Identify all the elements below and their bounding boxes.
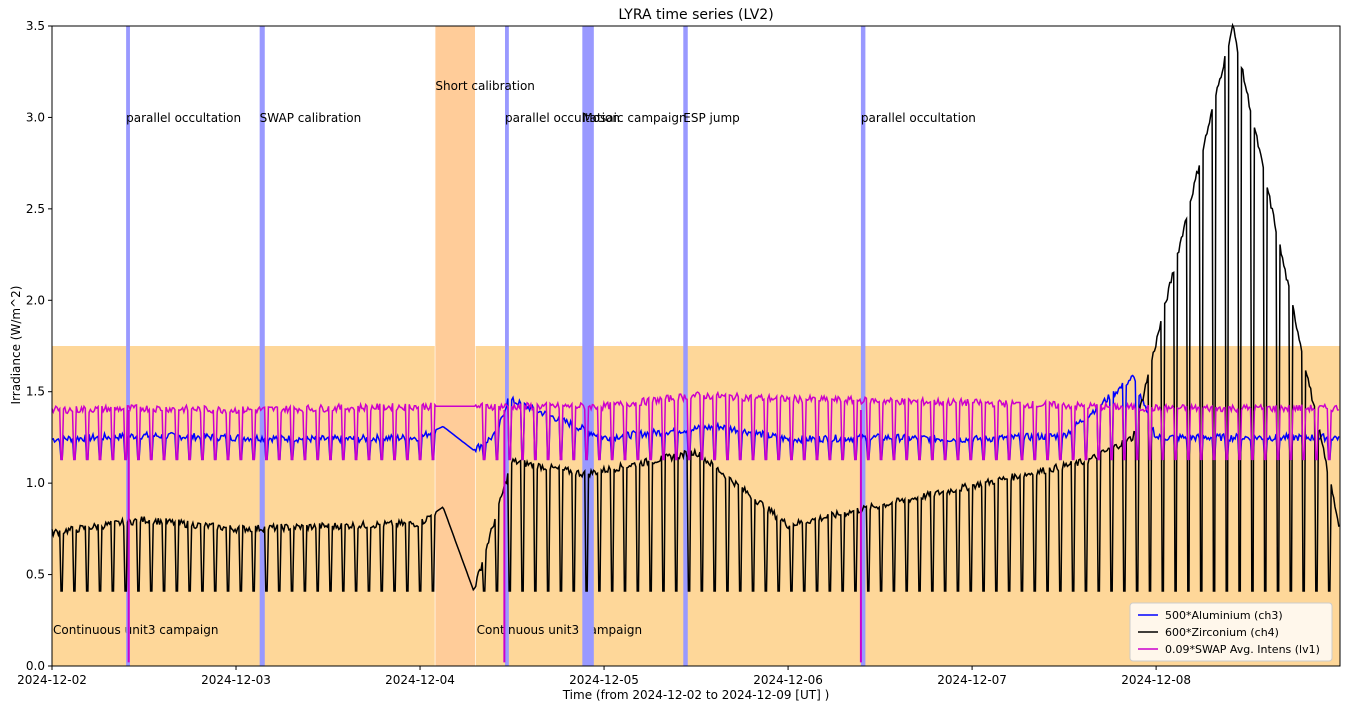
event-band	[582, 26, 594, 666]
legend-label: 500*Aluminium (ch3)	[1165, 609, 1283, 622]
event-label: parallel occultation	[861, 111, 976, 125]
event-labels: parallel occultation SWAP calibration Shor…	[126, 79, 976, 125]
data-series	[51, 22, 1340, 663]
event-label: ESP jump	[683, 111, 740, 125]
event-label: Mosaic campaign	[582, 111, 686, 125]
y-ticks: 0.0 0.5 1.0 1.5 2.0 2.5 3.0 3.5	[26, 19, 52, 673]
y-tick-label: 1.0	[26, 476, 45, 490]
y-tick-label: 3.5	[26, 19, 45, 33]
event-bands	[126, 26, 866, 666]
x-tick-label: 2024-12-06	[753, 673, 823, 687]
plot-frame	[51, 25, 1341, 667]
x-axis-label: Time (from 2024-12-02 to 2024-12-09 [UT]…	[562, 688, 830, 702]
event-label: Short calibration	[435, 79, 535, 93]
campaign-label: Continuous unit3 campaign	[53, 623, 218, 637]
legend-label: 600*Zirconium (ch4)	[1165, 626, 1279, 639]
campaign-region	[52, 346, 435, 666]
series-line	[51, 390, 1339, 461]
legend: 500*Aluminium (ch3) 600*Zirconium (ch4) 0.…	[1129, 602, 1333, 662]
series-line	[51, 22, 1340, 592]
y-axis-label: Irradiance (W/m^2)	[9, 286, 23, 405]
y-tick-label: 0.0	[26, 659, 45, 673]
event-label: SWAP calibration	[260, 111, 362, 125]
campaign-label: Continuous unit3 campaign	[477, 623, 642, 637]
x-ticks: 2024-12-02 2024-12-03 2024-12-04 2024-12-05…	[17, 666, 1191, 687]
x-tick-label: 2024-12-08	[1121, 673, 1191, 687]
event-band	[505, 26, 509, 666]
x-tick-label: 2024-12-03	[201, 673, 271, 687]
event-band	[126, 26, 130, 666]
x-tick-label: 2024-12-04	[385, 673, 455, 687]
y-tick-label: 3.0	[26, 110, 45, 124]
y-tick-label: 1.5	[26, 385, 45, 399]
chart-title: LYRA time series (LV2)	[618, 7, 773, 23]
event-band	[683, 26, 688, 666]
y-tick-label: 2.5	[26, 202, 45, 216]
event-band	[860, 26, 866, 666]
legend-box	[1129, 602, 1333, 662]
event-label: parallel occultation	[126, 111, 241, 125]
x-tick-label: 2024-12-05	[569, 673, 639, 687]
y-tick-label: 2.0	[26, 293, 45, 307]
x-tick-label: 2024-12-02	[17, 673, 87, 687]
y-tick-label: 0.5	[26, 568, 45, 582]
x-tick-label: 2024-12-07	[937, 673, 1007, 687]
event-label: parallel occultation	[505, 111, 620, 125]
legend-label: 0.09*SWAP Avg. Intens (lv1)	[1165, 643, 1320, 656]
event-band	[435, 26, 475, 666]
event-band	[259, 26, 265, 666]
